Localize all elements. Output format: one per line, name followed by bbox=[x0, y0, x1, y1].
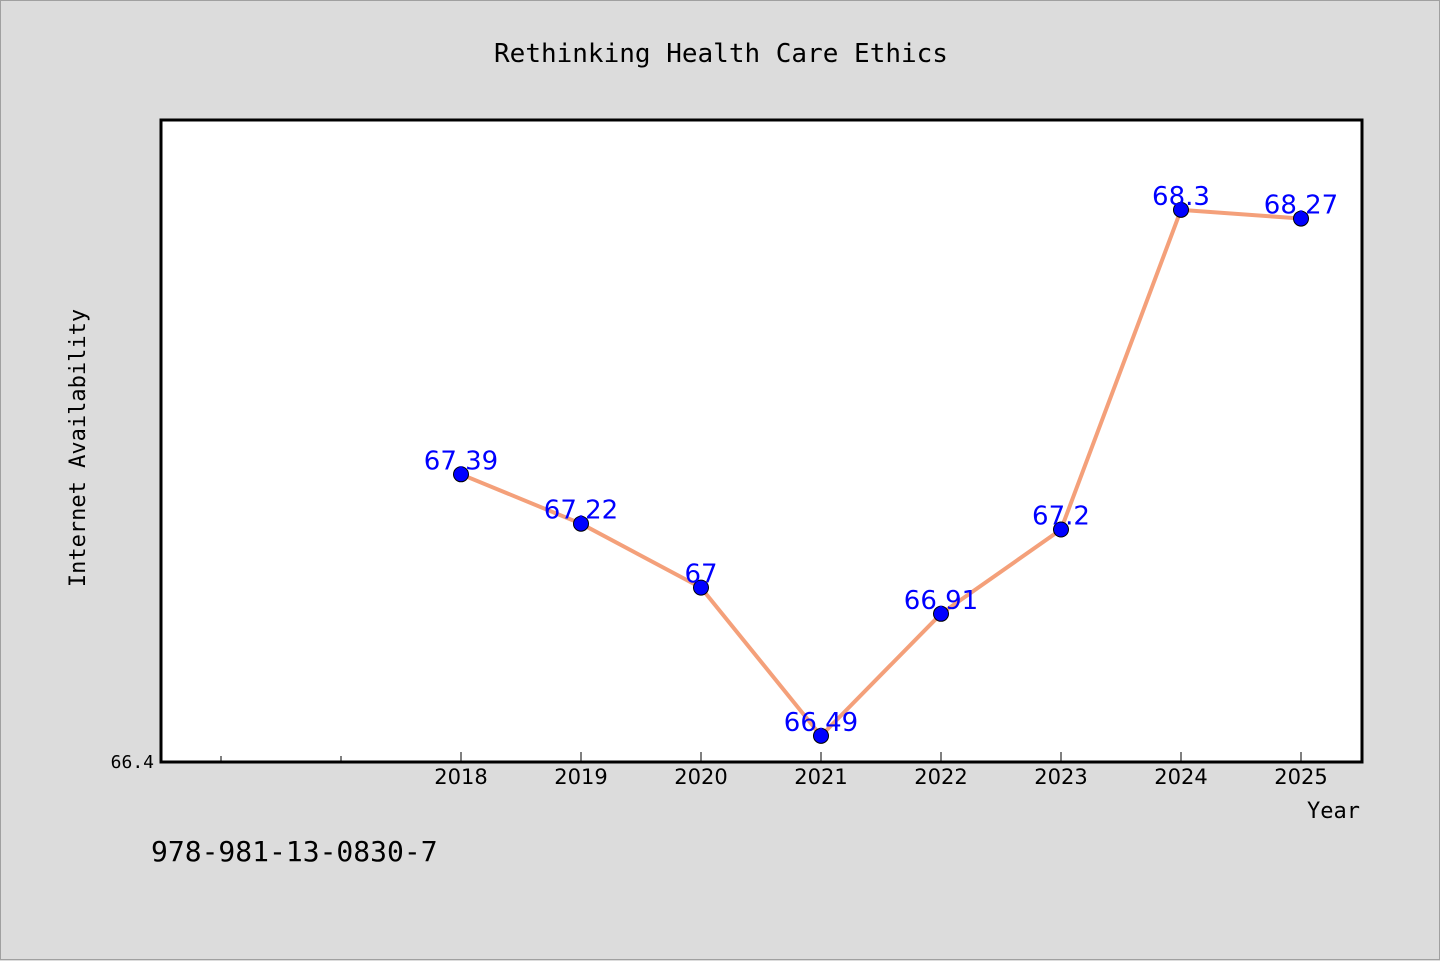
data-label: 66.49 bbox=[784, 708, 858, 738]
x-tick-label: 2020 bbox=[674, 765, 727, 789]
x-tick-label: 2018 bbox=[434, 765, 487, 789]
y-tick-label: 66.4 bbox=[111, 752, 154, 773]
x-tick-label: 2019 bbox=[554, 765, 607, 789]
data-point-marker bbox=[813, 727, 829, 744]
data-label: 67.22 bbox=[544, 496, 618, 526]
data-labels: 67.39 67.22 67 66.49 66.91 67.2 68.3 68.27 bbox=[424, 182, 1338, 738]
data-point-marker bbox=[1053, 521, 1069, 538]
data-point-marker bbox=[1293, 210, 1309, 227]
x-tick-label: 2021 bbox=[794, 765, 847, 789]
data-label: 66.91 bbox=[904, 586, 978, 616]
x-tick-label: 2023 bbox=[1034, 765, 1087, 789]
data-point-marker bbox=[693, 579, 709, 596]
series-markers bbox=[453, 201, 1309, 744]
series-line bbox=[460, 207, 1302, 738]
chart-title: Rethinking Health Care Ethics bbox=[494, 39, 948, 69]
data-label: 67.2 bbox=[1032, 502, 1090, 532]
data-point-marker bbox=[933, 605, 949, 622]
y-axis-label: Internet Availability bbox=[66, 309, 91, 587]
x-axis-tick-labels: 2018 2019 2020 2021 2022 2023 2024 2025 bbox=[434, 765, 1327, 789]
isbn-text: 978-981-13-0830-7 bbox=[151, 835, 438, 868]
data-point-marker bbox=[573, 515, 589, 532]
data-label: 67.39 bbox=[424, 446, 498, 476]
data-point-marker bbox=[1173, 201, 1189, 218]
data-label: 67 bbox=[684, 560, 717, 590]
x-axis-minor-ticks bbox=[220, 756, 342, 762]
plot-area bbox=[159, 118, 1364, 764]
x-tick-label: 2025 bbox=[1274, 765, 1327, 789]
x-tick-label: 2022 bbox=[914, 765, 967, 789]
data-point-marker bbox=[453, 466, 469, 483]
x-axis-label: Year bbox=[1307, 799, 1360, 824]
x-tick-label: 2024 bbox=[1154, 765, 1207, 789]
data-label: 68.3 bbox=[1152, 182, 1210, 212]
x-axis-ticks bbox=[460, 752, 1302, 762]
data-label: 68.27 bbox=[1264, 191, 1338, 221]
